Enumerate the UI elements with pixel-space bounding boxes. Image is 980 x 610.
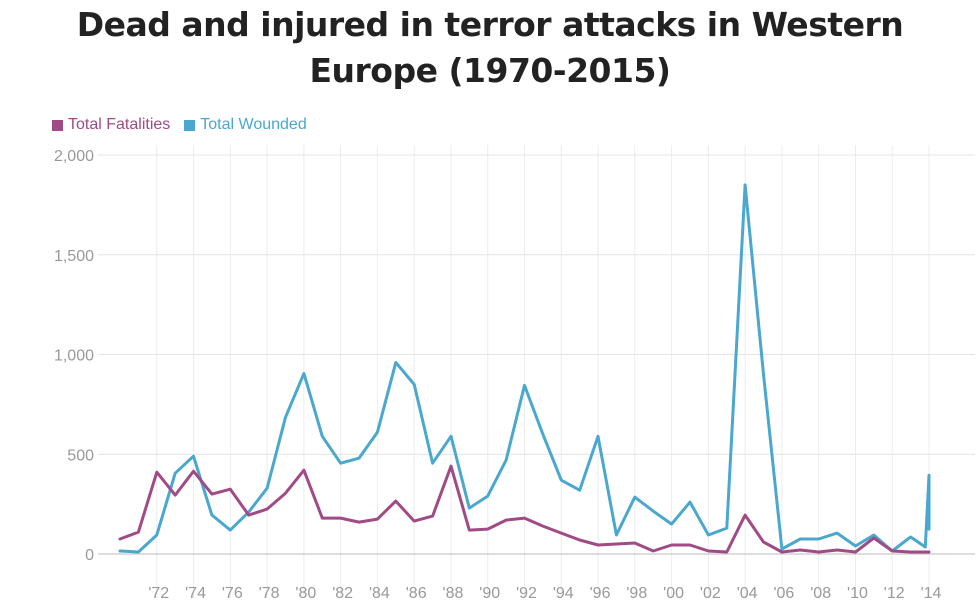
x-tick-label: '98 (626, 585, 647, 602)
x-tick-label: '88 (443, 585, 464, 602)
x-tick-label: '04 (737, 585, 758, 602)
x-tick-label: '74 (185, 585, 206, 602)
y-tick-label: 1,000 (54, 348, 94, 365)
x-tick-label: '10 (847, 585, 868, 602)
legend-swatch-fatalities (52, 119, 63, 131)
y-tick-label: 500 (67, 447, 94, 464)
y-tick-label: 1,500 (54, 248, 94, 265)
legend: Total Fatalities Total Wounded (52, 116, 307, 134)
legend-swatch-wounded (184, 119, 196, 131)
x-tick-label: '84 (369, 585, 390, 602)
x-tick-label: '00 (663, 585, 684, 602)
x-tick-label: '92 (516, 585, 537, 602)
x-tick-label: '96 (590, 585, 611, 602)
x-tick-label: '94 (553, 585, 574, 602)
legend-item-fatalities: Total Fatalities (52, 116, 170, 134)
x-tick-label: '86 (406, 585, 427, 602)
x-tick-label: '14 (921, 585, 942, 602)
chart-title-line-2: Europe (1970-2015) (309, 51, 671, 90)
legend-label-fatalities: Total Fatalities (68, 116, 171, 133)
chart-title-line-1: Dead and injured in terror attacks in We… (76, 5, 904, 44)
x-tick-label: '02 (700, 585, 721, 602)
legend-label-wounded: Total Wounded (200, 116, 307, 133)
y-tick-label: 0 (85, 547, 94, 564)
y-tick-label: 2,000 (54, 148, 94, 165)
x-tick-label: '12 (884, 585, 905, 602)
x-tick-label: '78 (259, 585, 280, 602)
x-tick-label: '76 (222, 585, 243, 602)
series-line-total-fatalities (118, 464, 931, 554)
x-tick-label: '90 (479, 585, 500, 602)
chart-title: Dead and injured in terror attacks in We… (0, 2, 980, 94)
x-tick-label: '82 (332, 585, 353, 602)
legend-item-wounded: Total Wounded (184, 116, 307, 134)
x-tick-label: '72 (148, 585, 169, 602)
x-tick-label: '80 (295, 585, 316, 602)
series-line-total-wounded (118, 183, 931, 554)
x-tick-label: '06 (773, 585, 794, 602)
x-tick-label: '08 (810, 585, 831, 602)
